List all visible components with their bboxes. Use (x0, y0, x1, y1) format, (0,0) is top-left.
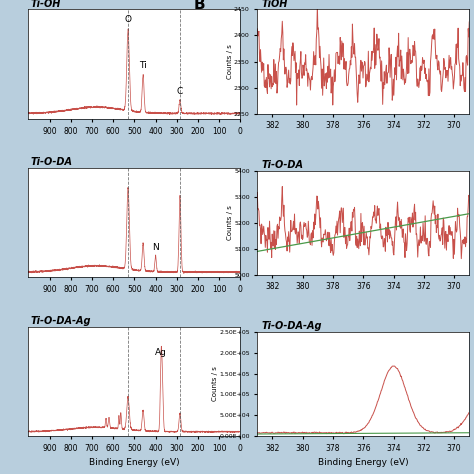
Text: TiOH: TiOH (262, 0, 288, 9)
Y-axis label: Counts / s: Counts / s (227, 44, 233, 79)
Text: Ti-O-DA: Ti-O-DA (30, 157, 73, 167)
Text: C: C (177, 87, 183, 96)
Text: Ti-O-DA: Ti-O-DA (262, 160, 303, 170)
X-axis label: Binding Energy (eV): Binding Energy (eV) (89, 458, 180, 467)
Text: N: N (152, 243, 159, 252)
Text: B: B (194, 0, 205, 12)
Text: Ti: Ti (139, 61, 147, 70)
Text: O: O (125, 15, 132, 24)
Text: Ag: Ag (155, 348, 167, 357)
Y-axis label: Counts / s: Counts / s (212, 366, 218, 401)
Y-axis label: Counts / s: Counts / s (227, 205, 233, 240)
Text: Ti-O-DA-Ag: Ti-O-DA-Ag (262, 321, 322, 331)
Text: Ti-O-DA-Ag: Ti-O-DA-Ag (30, 316, 91, 326)
Text: Ti-OH: Ti-OH (30, 0, 61, 9)
X-axis label: Binding Energy (eV): Binding Energy (eV) (318, 458, 409, 467)
